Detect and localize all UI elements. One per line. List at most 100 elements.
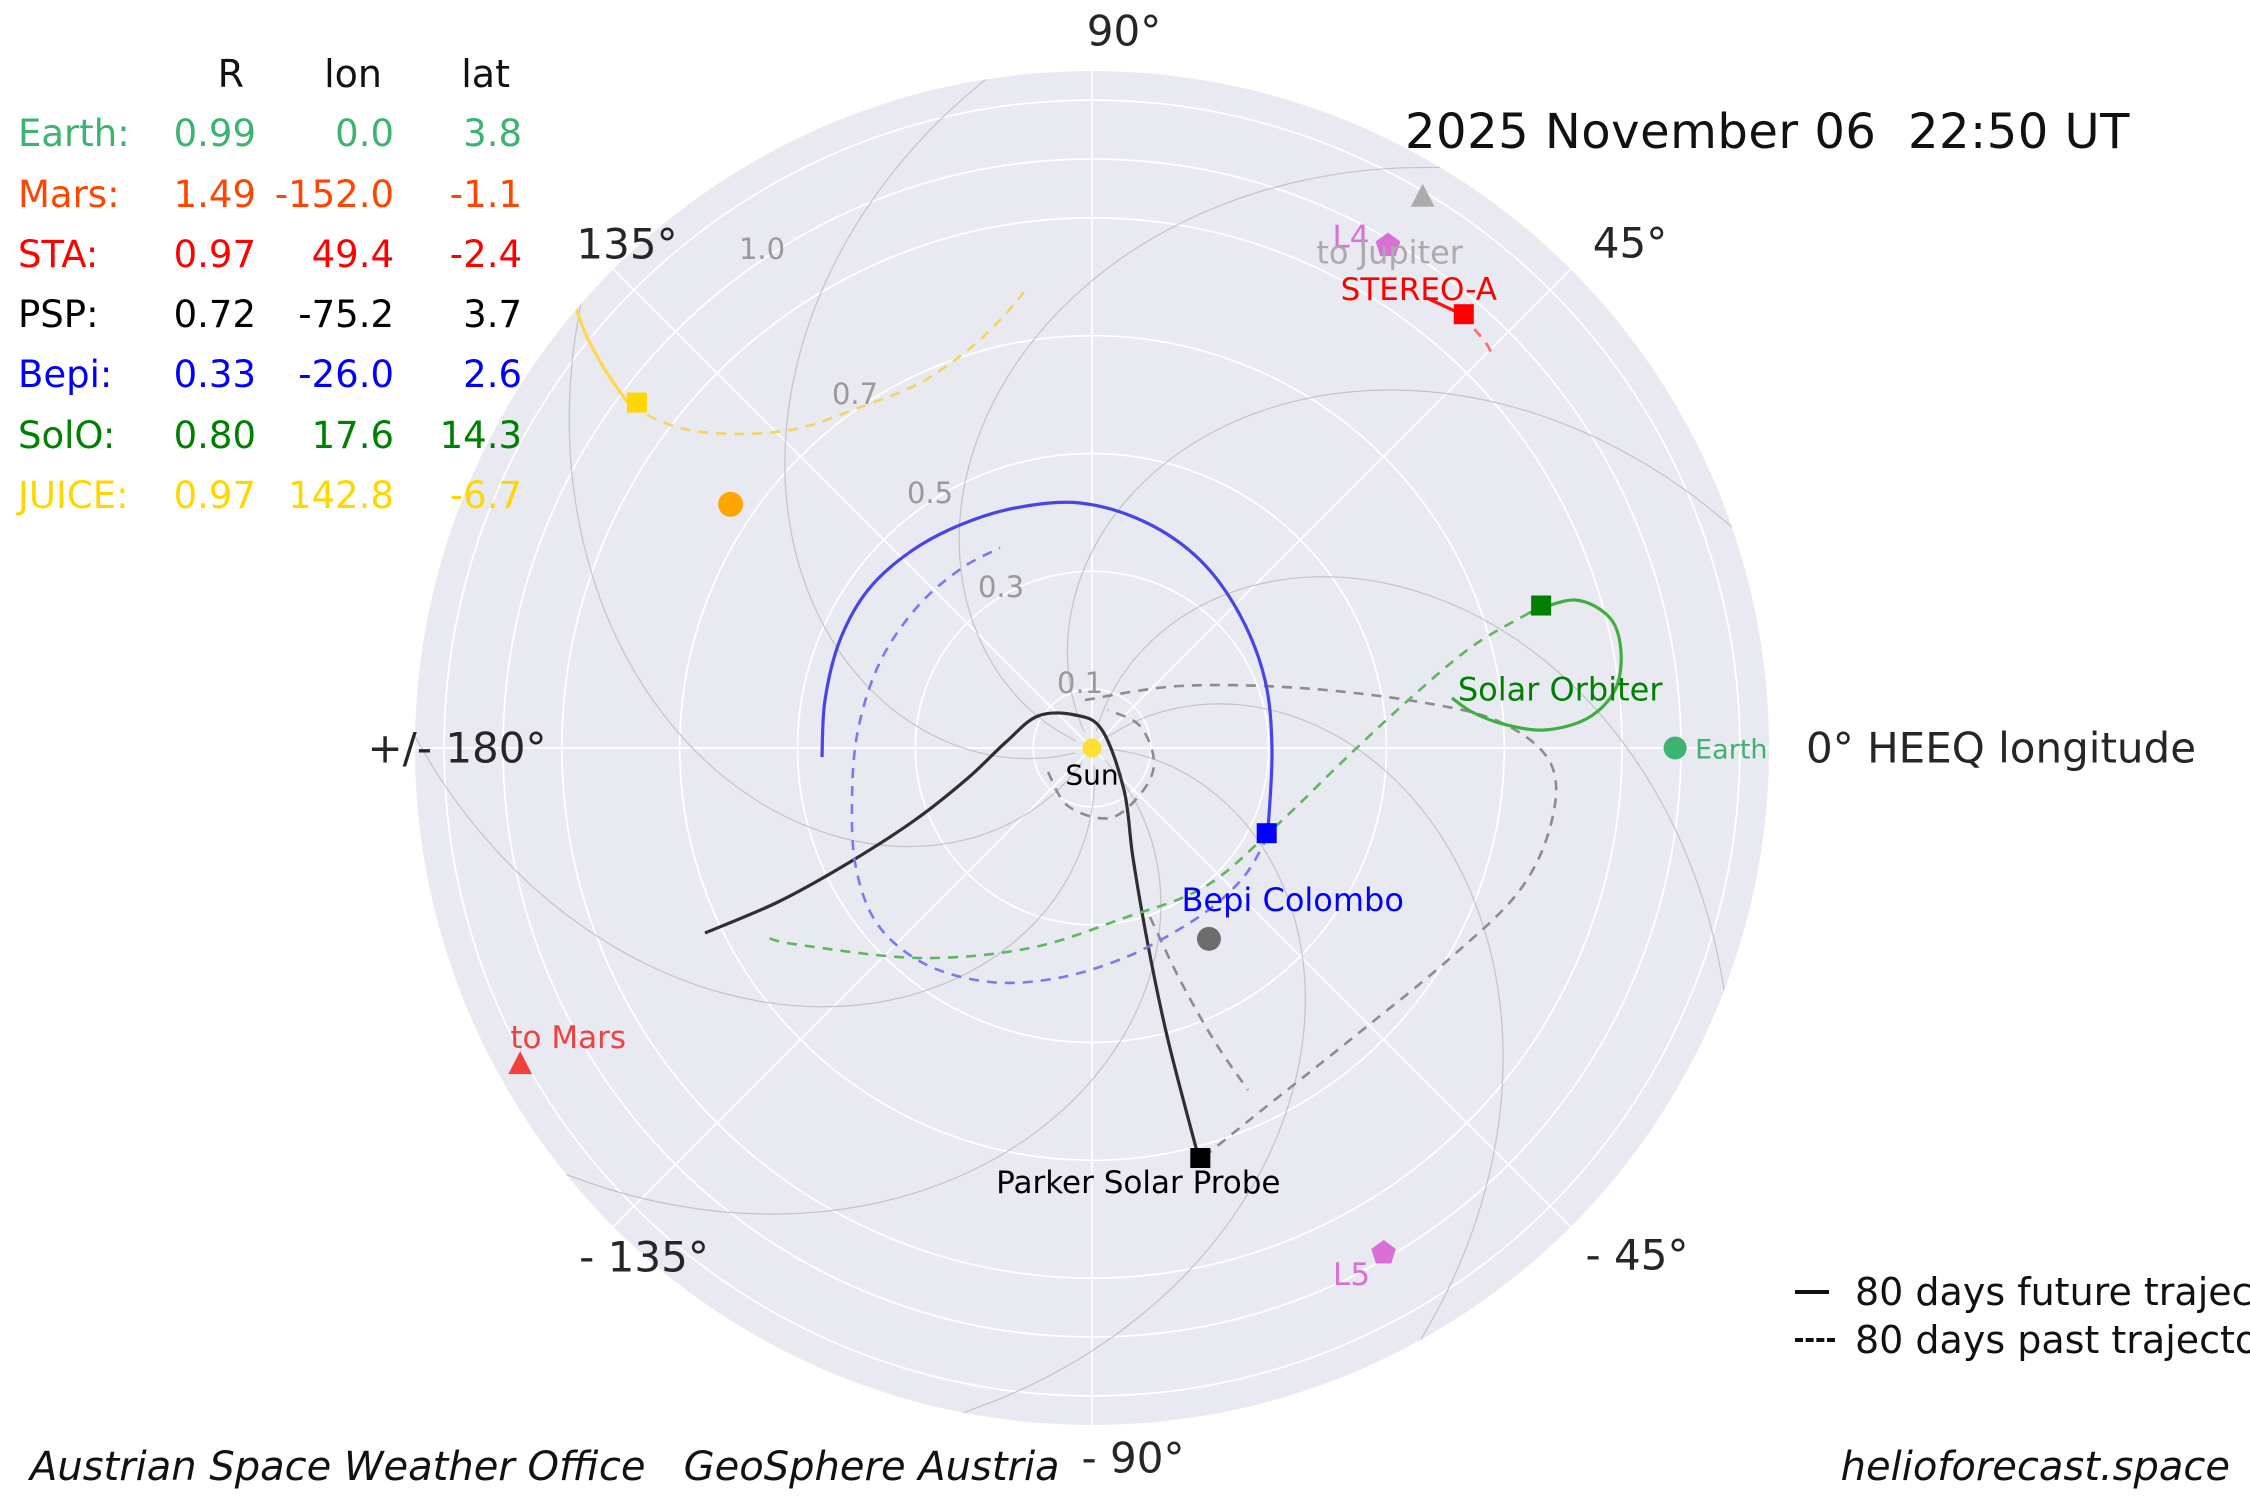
row-label: JUICE: [18, 474, 129, 518]
parker-spiral [784, 78, 1076, 760]
table-row: Mars: 1.49 -152.0 -1.1 [18, 165, 522, 225]
parker-spiral [1066, 389, 1733, 733]
position-table: R lon lat Earth: 0.99 0.0 3.8 Mars: 1.49 -152.… [18, 44, 522, 526]
trajectory-layer [566, 281, 1623, 1160]
row-value: 1.49 [173, 172, 256, 216]
marker-stereo-a [1453, 304, 1474, 325]
label-l4: L4 [1332, 220, 1369, 256]
header-lat: lat [461, 52, 510, 96]
plot-grid-layer [415, 71, 1769, 1425]
row-label: STA: [18, 232, 99, 276]
grid-spoke [608, 747, 1093, 1232]
trajectory-bepi-future [820, 500, 1274, 831]
parker-spiral [962, 748, 1306, 1414]
row-value: -75.2 [298, 293, 394, 337]
row-value: 17.6 [311, 413, 394, 457]
r-tick-label: 1.0 [739, 232, 785, 266]
marker-earth [1663, 736, 1687, 760]
label-to-mars: to Mars [510, 1020, 626, 1056]
position-table-header: R lon lat [18, 44, 522, 104]
row-value: 0.80 [173, 413, 256, 457]
grid-spoke [1091, 264, 1576, 749]
row-value: -26.0 [298, 353, 394, 397]
marker-solar-orbiter [1531, 595, 1552, 616]
label-sun: Sun [1065, 759, 1118, 792]
table-row: Earth: 0.99 0.0 3.8 [18, 104, 522, 164]
header-r: R [217, 52, 244, 96]
marker-venus [718, 491, 744, 517]
header-lon: lon [324, 52, 382, 96]
trajectory-juice-past [630, 291, 1025, 436]
row-label: Earth: [18, 112, 130, 156]
angle-label: - 45° [1586, 1231, 1689, 1280]
grid-spoke [608, 264, 1093, 749]
legend-label: 80 days future trajectory [1855, 1270, 2250, 1314]
row-value: 49.4 [311, 232, 394, 276]
trajectory-bepi-past [850, 546, 1270, 985]
angle-label: +/- 180° [367, 724, 546, 773]
label-stereo-a: STEREO-A [1341, 272, 1497, 308]
angle-label: 45° [1593, 219, 1667, 268]
trajectory-psp-future [704, 711, 1201, 1160]
solid-line-icon [1795, 1290, 1841, 1294]
marker-to-jupiter [1410, 183, 1435, 207]
row-value: -2.4 [449, 232, 522, 276]
row-label: Mars: [18, 172, 120, 216]
marker-to-mars [508, 1051, 533, 1075]
angle-label: 0° HEEQ longitude [1806, 724, 2196, 773]
marker-bepi-colombo [1256, 823, 1277, 844]
angle-label: 135° [576, 220, 677, 269]
parker-spiral [958, 166, 1441, 742]
marker-l4 [1375, 232, 1401, 257]
trajectory-psp-past-a [1046, 708, 1156, 820]
row-value: 0.97 [173, 232, 256, 276]
label-parker-solar-probe: Parker Solar Probe [996, 1165, 1280, 1201]
parker-spiral [568, 303, 1083, 848]
parker-spiral [565, 759, 1162, 1215]
marker-sun [1082, 738, 1102, 758]
r-tick-label: 0.1 [1057, 666, 1103, 700]
r-tick-label: 0.5 [907, 476, 953, 510]
trajectory-legend: 80 days future trajectory 80 days past t… [1795, 1268, 2250, 1364]
label-l5: L5 [1333, 1257, 1370, 1293]
position-table-rows: Earth: 0.99 0.0 3.8 Mars: 1.49 -152.0 -1.1 STA: 0… [18, 104, 522, 526]
header-spacer [18, 44, 168, 104]
row-value: 0.0 [335, 112, 394, 156]
legend-item-past: 80 days past trajectory [1795, 1316, 2250, 1364]
legend-label: 80 days past trajectory [1855, 1318, 2250, 1362]
row-label: Bepi: [18, 353, 113, 397]
marker-l5 [1371, 1240, 1396, 1264]
row-value: 0.72 [173, 293, 256, 337]
trajectory-solo-future [1451, 598, 1623, 732]
trajectory-psp-past-c [1148, 916, 1250, 1091]
parker-spiral [415, 735, 1095, 1008]
row-value: -1.1 [449, 172, 522, 216]
credit-left: Austrian Space Weather Office GeoSphere … [30, 1444, 1060, 1490]
parker-spiral [1095, 576, 1725, 991]
row-value: 0.97 [173, 474, 256, 518]
table-row: STA: 0.97 49.4 -2.4 [18, 225, 522, 285]
row-value: -152.0 [274, 172, 394, 216]
r-tick-label: 0.3 [978, 570, 1024, 604]
marker-parker-solar-probe [1190, 1148, 1211, 1169]
table-row: SolO: 0.80 17.6 14.3 [18, 406, 522, 466]
row-value: 0.33 [173, 353, 256, 397]
table-row: PSP: 0.72 -75.2 3.7 [18, 285, 522, 345]
parker-spiral [1105, 703, 1504, 1341]
credit-right: helioforecast.space [1840, 1444, 2230, 1490]
angle-label: - 135° [579, 1233, 709, 1282]
angle-label: 90° [1087, 7, 1161, 56]
row-value: 2.6 [463, 353, 522, 397]
row-value: -6.7 [449, 474, 522, 518]
marker-mercury [1196, 926, 1221, 951]
table-row: Bepi: 0.33 -26.0 2.6 [18, 345, 522, 405]
dashed-line-icon [1795, 1338, 1841, 1342]
row-value: 0.99 [173, 112, 256, 156]
r-tick-label: 0.7 [832, 377, 878, 411]
angle-label: - 90° [1082, 1434, 1185, 1483]
row-value: 14.3 [439, 413, 522, 457]
trajectory-solo-past [767, 611, 1530, 960]
row-label: PSP: [18, 293, 99, 337]
